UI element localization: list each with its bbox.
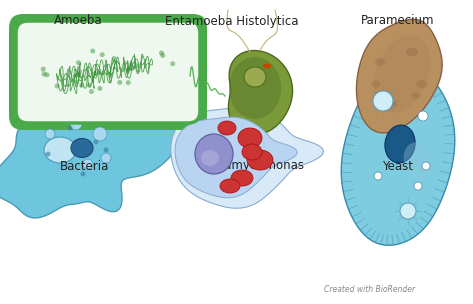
Ellipse shape bbox=[220, 179, 240, 193]
Circle shape bbox=[113, 60, 117, 64]
Circle shape bbox=[104, 147, 108, 153]
Circle shape bbox=[93, 127, 107, 141]
Circle shape bbox=[414, 182, 422, 190]
Ellipse shape bbox=[229, 57, 281, 119]
Circle shape bbox=[70, 118, 82, 130]
Circle shape bbox=[93, 71, 98, 76]
Circle shape bbox=[374, 172, 382, 180]
Ellipse shape bbox=[374, 35, 430, 113]
Circle shape bbox=[87, 83, 92, 88]
Circle shape bbox=[400, 203, 416, 219]
Circle shape bbox=[73, 74, 78, 78]
Text: Paramecium: Paramecium bbox=[361, 15, 435, 27]
Circle shape bbox=[42, 71, 46, 77]
Ellipse shape bbox=[218, 121, 236, 135]
Circle shape bbox=[97, 86, 102, 91]
Polygon shape bbox=[175, 117, 297, 198]
Circle shape bbox=[112, 56, 116, 61]
Text: Yeast: Yeast bbox=[383, 160, 413, 172]
Ellipse shape bbox=[242, 144, 262, 160]
Circle shape bbox=[76, 60, 81, 65]
Circle shape bbox=[41, 67, 46, 72]
Polygon shape bbox=[357, 19, 442, 133]
Circle shape bbox=[89, 89, 94, 94]
Circle shape bbox=[160, 53, 165, 58]
Ellipse shape bbox=[71, 139, 93, 157]
Circle shape bbox=[68, 126, 72, 130]
Circle shape bbox=[94, 140, 98, 144]
Text: Created with BioRender: Created with BioRender bbox=[324, 285, 416, 294]
Circle shape bbox=[422, 162, 430, 170]
Circle shape bbox=[80, 171, 86, 177]
Polygon shape bbox=[0, 63, 179, 218]
Ellipse shape bbox=[201, 150, 219, 166]
Ellipse shape bbox=[406, 47, 418, 57]
Ellipse shape bbox=[417, 80, 428, 88]
Text: Amoeba: Amoeba bbox=[54, 15, 102, 27]
Circle shape bbox=[117, 80, 122, 85]
Circle shape bbox=[83, 159, 93, 169]
Polygon shape bbox=[228, 50, 293, 135]
Polygon shape bbox=[341, 66, 455, 245]
Ellipse shape bbox=[195, 134, 233, 174]
Ellipse shape bbox=[387, 101, 397, 108]
Circle shape bbox=[170, 61, 175, 66]
Circle shape bbox=[101, 153, 111, 163]
Circle shape bbox=[54, 84, 60, 88]
Circle shape bbox=[159, 50, 164, 55]
Circle shape bbox=[45, 129, 55, 139]
Text: Bacteria: Bacteria bbox=[61, 160, 110, 172]
Ellipse shape bbox=[263, 64, 271, 68]
Polygon shape bbox=[171, 107, 324, 208]
Circle shape bbox=[79, 83, 84, 88]
Text: Entamoeba Histolytica: Entamoeba Histolytica bbox=[165, 15, 299, 27]
Ellipse shape bbox=[385, 125, 415, 163]
Circle shape bbox=[44, 72, 50, 77]
Circle shape bbox=[126, 67, 131, 72]
Circle shape bbox=[74, 79, 79, 85]
Ellipse shape bbox=[44, 137, 76, 163]
Circle shape bbox=[130, 65, 134, 70]
Circle shape bbox=[373, 91, 393, 111]
Ellipse shape bbox=[403, 142, 432, 180]
Circle shape bbox=[126, 80, 131, 85]
Circle shape bbox=[418, 111, 428, 121]
Circle shape bbox=[77, 69, 82, 74]
Ellipse shape bbox=[244, 67, 266, 87]
Ellipse shape bbox=[412, 92, 420, 99]
Circle shape bbox=[100, 52, 105, 57]
FancyBboxPatch shape bbox=[9, 14, 207, 130]
Text: Chlamydomonas: Chlamydomonas bbox=[205, 160, 305, 172]
Ellipse shape bbox=[238, 128, 262, 148]
Ellipse shape bbox=[247, 150, 273, 170]
Circle shape bbox=[45, 151, 51, 157]
Ellipse shape bbox=[371, 81, 380, 88]
Circle shape bbox=[90, 49, 95, 54]
FancyBboxPatch shape bbox=[16, 21, 200, 123]
Ellipse shape bbox=[375, 58, 385, 66]
Ellipse shape bbox=[231, 170, 253, 186]
Circle shape bbox=[75, 72, 80, 77]
